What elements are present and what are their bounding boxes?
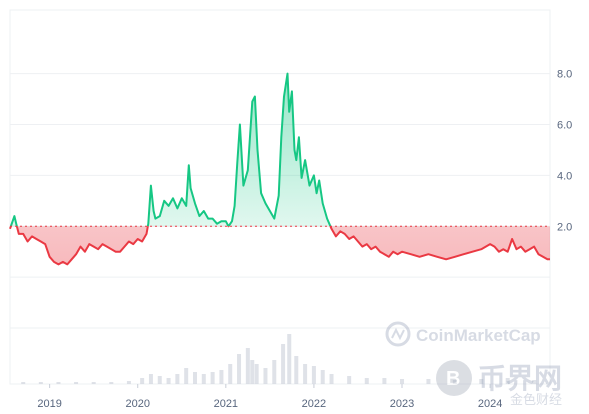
volume-bar — [263, 368, 268, 384]
volume-bar — [311, 366, 316, 384]
bijie-logo-text: 币界网 — [478, 363, 562, 394]
volume-bar — [281, 344, 286, 384]
volume-bar — [400, 379, 405, 384]
volume-bar — [219, 370, 224, 384]
axes: 8.0 6.0 4.0 2.0 2019 2020 2021 2022 2023 2024 — [37, 69, 572, 410]
volume-bar — [237, 354, 242, 384]
volume-bar — [192, 372, 197, 384]
price-line — [9, 72, 550, 266]
plot-frame — [9, 9, 551, 385]
volume-bar — [347, 376, 352, 384]
volume-bar — [21, 382, 26, 384]
volume-bar — [250, 360, 255, 384]
volume-bar — [210, 372, 215, 384]
y-tick-label: 4.0 — [557, 170, 572, 182]
volume-bar — [109, 382, 114, 384]
volume-bar — [74, 382, 79, 384]
volume-bar — [175, 374, 180, 384]
volume-bar — [364, 378, 369, 384]
volume-bar — [382, 378, 387, 384]
coinmarketcap-watermark: CoinMarketCap — [385, 321, 541, 347]
svg-text:B: B — [446, 368, 460, 390]
volume-bar — [201, 374, 206, 384]
volume-bar — [254, 364, 259, 384]
y-tick-label: 6.0 — [557, 119, 572, 131]
volume-bar — [505, 378, 510, 384]
volume-bar — [166, 378, 171, 384]
volume-bar — [452, 380, 457, 384]
volume-bar — [184, 368, 189, 384]
volume-bar — [320, 370, 325, 384]
price-line-below — [9, 226, 550, 266]
bijie-logo-subtext: 金色财经 — [510, 392, 562, 407]
x-tick-label: 2022 — [302, 398, 326, 410]
volume-bar — [245, 348, 250, 384]
volume-bar — [56, 382, 61, 384]
volume-bar — [148, 374, 153, 384]
volume-bar — [287, 334, 292, 384]
bijie-watermark: B 币界网 金色财经 — [436, 360, 562, 407]
volume-bar — [303, 364, 308, 384]
volume-bars — [21, 334, 537, 384]
volume-bar — [479, 379, 484, 384]
volume-bar — [91, 382, 96, 384]
volume-bar — [272, 360, 277, 384]
volume-bar — [426, 379, 431, 384]
volume-bar — [329, 374, 334, 384]
volume-bar — [294, 356, 299, 384]
volume-bar — [157, 376, 162, 384]
volume-bar — [140, 378, 145, 384]
x-tick-label: 2023 — [390, 398, 414, 410]
coinmarketcap-logo-icon — [385, 321, 411, 347]
volume-bar — [38, 382, 43, 384]
x-tick-label: 2024 — [478, 398, 502, 410]
y-tick-label: 2.0 — [557, 221, 572, 233]
x-tick-label: 2019 — [37, 398, 61, 410]
volume-bar — [126, 381, 131, 384]
x-tick-label: 2021 — [214, 398, 238, 410]
x-tick-label: 2020 — [125, 398, 149, 410]
coinmarketcap-logo-text: CoinMarketCap — [416, 326, 541, 345]
area-above-baseline — [10, 73, 331, 227]
bitcoin-coin-icon: B — [436, 360, 472, 396]
y-tick-label: 8.0 — [557, 69, 572, 81]
price-line-above — [9, 72, 332, 227]
volume-bar — [228, 364, 233, 384]
volume-bar — [532, 380, 537, 384]
